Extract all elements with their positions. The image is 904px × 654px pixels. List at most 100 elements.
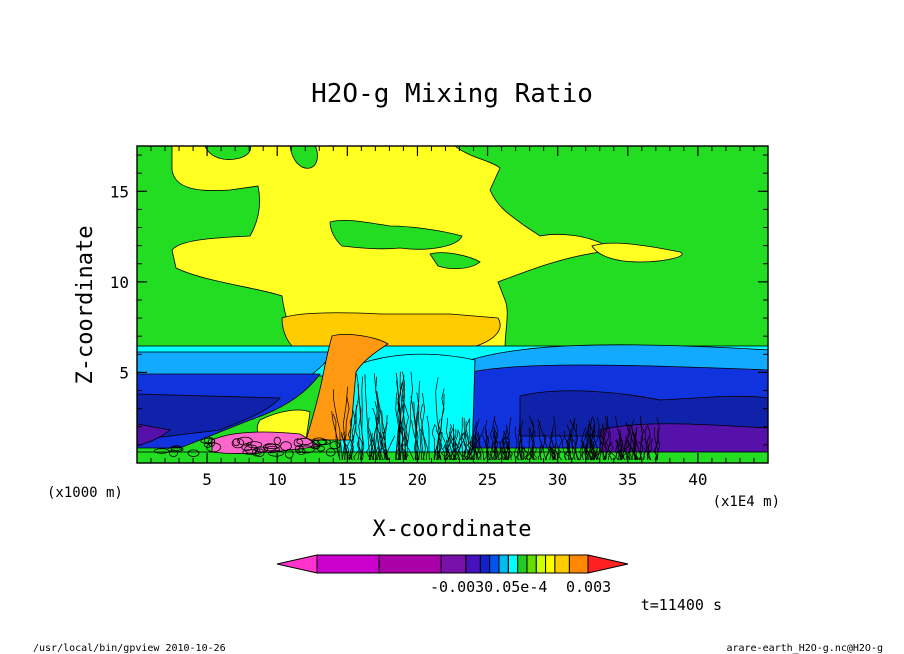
contour-line — [397, 381, 405, 461]
contour-line — [537, 445, 543, 461]
plot-area — [137, 146, 768, 463]
contour-line — [440, 444, 447, 461]
x-unit-left: (x1000 m) — [47, 485, 123, 501]
contour-line — [489, 415, 496, 461]
contour-line — [465, 421, 471, 461]
contour-line — [367, 417, 374, 461]
contour-line — [472, 446, 478, 461]
contour-line — [441, 431, 450, 461]
contour-ring — [311, 437, 327, 446]
contour-line — [628, 425, 636, 461]
region-yellow-streak — [591, 242, 683, 263]
contour-line — [415, 380, 420, 461]
contour-ring — [232, 438, 240, 447]
contour-line — [402, 371, 408, 461]
contour-line — [366, 432, 373, 461]
colorbar-segment — [465, 554, 481, 574]
contour-line — [618, 433, 626, 461]
contour-line — [446, 431, 451, 461]
contour-ring — [311, 439, 328, 446]
contour-line — [461, 432, 468, 461]
contour-line — [654, 440, 660, 461]
contour-line — [443, 417, 449, 461]
contour-line — [626, 437, 634, 461]
contour-line — [604, 425, 611, 461]
contour-line — [592, 426, 597, 461]
contour-line — [349, 404, 357, 461]
x-axis: 5 10 15 20 25 30 35 40 — [150, 146, 755, 489]
contour-line — [553, 415, 557, 461]
contour-line — [421, 393, 425, 461]
contour-line — [603, 430, 610, 461]
contour-line — [528, 426, 535, 461]
contour-ring — [254, 446, 268, 453]
colorbar-segment — [535, 554, 547, 574]
contour-line — [373, 373, 378, 461]
colorbar-segment — [526, 554, 537, 574]
contour-line — [419, 429, 429, 461]
contour-line — [364, 374, 371, 461]
contour-line — [503, 431, 511, 461]
contour-line — [566, 424, 576, 461]
contour-ring — [325, 448, 336, 457]
contour-line — [625, 441, 628, 461]
contour-line — [463, 441, 470, 461]
contour-line — [475, 431, 482, 461]
contour-line — [604, 416, 608, 461]
contour-line — [564, 430, 572, 461]
x-tick-label: 40 — [688, 470, 707, 489]
y-tick-label: 10 — [110, 273, 129, 292]
contour-line — [615, 440, 620, 461]
contour-ring — [231, 438, 245, 449]
contour-line — [460, 417, 464, 461]
colorbar-label-overlap: -0.0030.05e-4 — [430, 578, 547, 596]
contour-line — [331, 410, 341, 461]
contour-line — [544, 433, 550, 461]
contour-line — [397, 401, 401, 461]
contour-ring — [206, 442, 222, 453]
contour-line — [383, 414, 388, 461]
contour-line — [498, 436, 507, 461]
contour-line — [426, 415, 430, 461]
contour-line — [394, 392, 399, 461]
contour-line — [419, 403, 426, 461]
contour-line — [469, 418, 472, 461]
contour-line — [438, 445, 443, 461]
colorbar-arrow-left — [276, 554, 318, 574]
contour-line — [370, 407, 381, 461]
contour-line — [607, 448, 613, 461]
contour-line — [521, 445, 526, 461]
x-tick-label: 35 — [618, 470, 637, 489]
contour-line — [360, 376, 365, 461]
colorbar-segment — [498, 554, 509, 574]
contour-line — [493, 426, 499, 461]
contour-line — [341, 395, 350, 461]
contour-line — [638, 420, 645, 461]
contour-line — [352, 410, 360, 461]
contour-line — [461, 417, 467, 461]
contour-line — [519, 417, 523, 461]
x-tick-label: 20 — [408, 470, 427, 489]
contour-line — [565, 445, 571, 461]
contour-lines — [153, 371, 660, 461]
contour-line — [476, 442, 481, 461]
contour-line — [452, 439, 460, 461]
contour-line — [602, 415, 607, 461]
contour-line — [530, 448, 535, 461]
contour-line — [581, 439, 588, 461]
contour-line — [395, 449, 400, 461]
contour-line — [488, 426, 499, 461]
contour-line — [630, 429, 637, 461]
colorbar-segment — [440, 554, 467, 574]
contour-line — [376, 391, 383, 461]
contour-line — [410, 396, 416, 461]
colorbar-segment — [517, 554, 528, 574]
contour-line — [586, 422, 590, 461]
contour-line — [568, 436, 573, 461]
contour-line — [343, 386, 349, 461]
colorbar-segment — [545, 554, 556, 574]
contour-line — [505, 424, 510, 461]
contour-line — [533, 446, 537, 461]
